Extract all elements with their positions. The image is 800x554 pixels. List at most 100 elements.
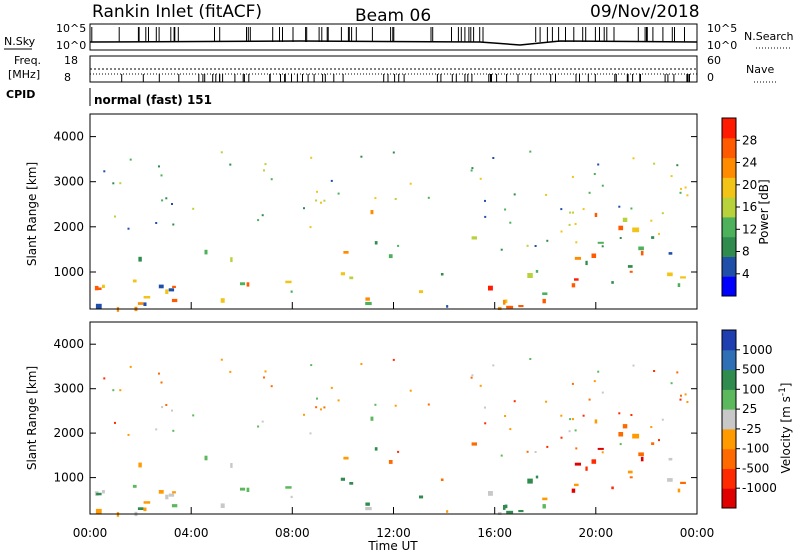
velocity-cell — [670, 382, 673, 385]
velocity-cell — [653, 370, 656, 372]
x-tick-label: 08:00 — [275, 526, 310, 540]
velocity-cell — [597, 447, 604, 450]
velocity-cell — [220, 503, 225, 508]
velocity-cell — [440, 478, 444, 481]
velocity-cell — [680, 481, 686, 484]
power-cell — [419, 290, 424, 294]
velocity-cell — [611, 486, 614, 490]
power-colorbar-tick-label: 20 — [742, 178, 757, 192]
power-cell — [542, 298, 546, 304]
velocity-cell — [622, 424, 628, 429]
power-cell — [427, 196, 430, 199]
velocity-cell — [310, 364, 313, 367]
date-title: 09/Nov/2018 — [590, 2, 700, 22]
power-cell — [102, 284, 105, 288]
power-cell — [470, 169, 473, 172]
velocity-cell — [112, 389, 115, 392]
power-cell — [172, 223, 175, 226]
power-cell — [582, 208, 585, 211]
power-cell — [310, 156, 313, 159]
power-cell — [264, 163, 267, 166]
velocity-cell — [574, 483, 579, 487]
power-cell — [632, 157, 635, 160]
power-cell — [143, 302, 147, 306]
power-cell — [534, 245, 537, 247]
power-cell — [316, 190, 318, 193]
power-cell — [240, 282, 246, 286]
velocity-cell — [484, 422, 487, 425]
velocity-cell — [572, 418, 574, 421]
power-cell — [619, 237, 622, 239]
power-cell — [653, 162, 656, 165]
y-tick-label: 1000 — [53, 265, 84, 279]
velocity-cell — [103, 377, 106, 380]
velocity-panel-frame — [89, 321, 698, 515]
velocity-colorbar-swatch — [722, 448, 736, 469]
velocity-cell — [582, 414, 585, 417]
power-cell — [638, 246, 644, 251]
power-cell — [588, 191, 591, 194]
power-cell — [632, 227, 640, 233]
velocity-colorbar-label: Velocity [m s-1] — [778, 383, 793, 474]
power-colorbar-swatch — [722, 216, 736, 238]
velocity-cell — [138, 462, 142, 468]
velocity-cell — [320, 408, 322, 411]
velocity-cell — [155, 428, 158, 431]
velocity-cell — [285, 486, 292, 489]
power-cell — [285, 280, 292, 284]
velocity-cell — [158, 490, 164, 494]
power-cell — [630, 207, 633, 210]
velocity-cell — [629, 476, 633, 479]
velocity-cell — [309, 432, 312, 435]
y-tick-label: 2000 — [53, 426, 84, 440]
power-cell — [343, 251, 349, 254]
velocity-cell — [230, 463, 233, 468]
cpid-label: CPID — [6, 88, 35, 101]
y-tick-label: 2000 — [53, 220, 84, 234]
velocity-colorbar-swatch — [722, 428, 736, 450]
power-cell — [158, 165, 160, 168]
power-cell — [661, 212, 664, 215]
power-cell — [394, 198, 397, 200]
velocity-cell — [650, 426, 653, 428]
velocity-cell — [513, 400, 516, 403]
nsearch-tick-bottom: 10^0 — [707, 39, 737, 52]
power-cell — [545, 193, 548, 196]
power-cell — [504, 299, 508, 304]
velocity-cell — [165, 404, 168, 406]
velocity-cell — [484, 406, 486, 409]
x-tick-label: 12:00 — [376, 526, 411, 540]
power-cell — [509, 221, 512, 224]
velocity-data-cells — [94, 358, 689, 517]
velocity-cell — [137, 507, 144, 510]
velocity-cell — [679, 398, 682, 401]
power-cell — [568, 223, 571, 226]
power-panel-frame — [89, 113, 698, 310]
power-colorbar-tick-label: 12 — [742, 222, 757, 236]
power-cell — [686, 194, 689, 197]
power-colorbar-tick-label: 4 — [742, 267, 750, 281]
velocity-cell — [526, 450, 529, 453]
velocity-colorbar-tick-label: -25 — [742, 422, 762, 436]
power-cell — [684, 186, 687, 189]
velocity-cell — [686, 401, 689, 403]
power-cell — [246, 282, 250, 287]
power-cell — [137, 302, 144, 305]
nsky-label: N.Sky — [4, 35, 36, 48]
velocity-cell — [504, 504, 508, 509]
power-cell — [629, 270, 633, 273]
power-cell — [560, 208, 563, 211]
velocity-colorbar-swatch — [722, 330, 736, 351]
velocity-cell — [171, 504, 178, 508]
power-colorbar-swatch — [722, 157, 736, 178]
power-cell — [591, 253, 597, 258]
x-tick-label: 04:00 — [174, 526, 209, 540]
velocity-cell — [627, 470, 633, 474]
velocity-cell — [535, 475, 539, 479]
velocity-cell — [343, 456, 349, 460]
power-cell — [492, 157, 495, 159]
power-cell — [680, 187, 682, 190]
velocity-cell — [668, 457, 673, 461]
y-tick-label: 3000 — [53, 175, 84, 189]
velocity-cell — [632, 364, 635, 367]
